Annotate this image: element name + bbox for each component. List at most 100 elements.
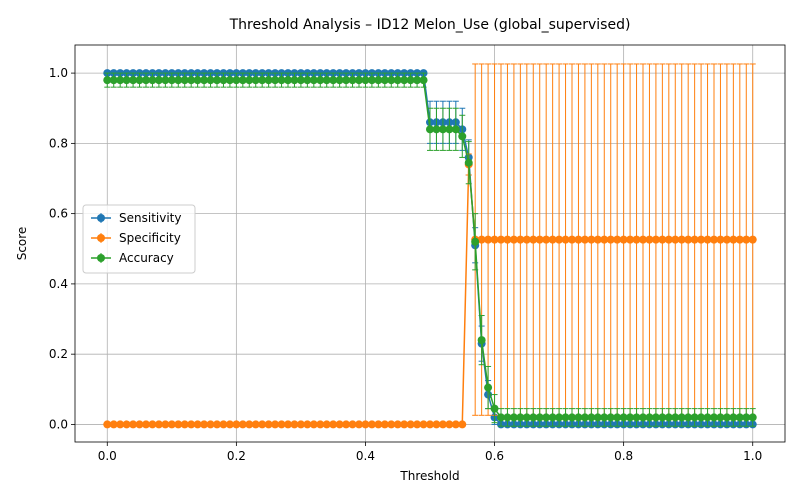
data-point [619, 235, 628, 244]
x-tick-label: 0.2 [227, 449, 246, 463]
data-point [580, 235, 589, 244]
data-point [490, 235, 499, 244]
data-point [335, 76, 344, 85]
data-point [568, 413, 576, 422]
data-point [503, 235, 512, 244]
data-point [419, 76, 428, 85]
data-point [277, 76, 286, 85]
data-point [587, 413, 596, 422]
legend-item: Specificity [91, 231, 181, 245]
data-point [232, 76, 241, 85]
data-point [387, 76, 396, 85]
data-point [522, 413, 531, 422]
data-point [367, 76, 376, 85]
data-point [193, 420, 202, 429]
data-point [129, 420, 138, 429]
data-point [225, 420, 234, 429]
data-point [684, 413, 693, 422]
data-point [290, 420, 299, 429]
data-point [303, 76, 312, 85]
data-point [135, 76, 144, 85]
data-point [548, 235, 557, 244]
data-point [264, 420, 273, 429]
data-point [561, 413, 570, 422]
data-point [361, 420, 370, 429]
data-point [329, 76, 338, 85]
legend: Sensitivity Specificity Accuracy [82, 204, 196, 274]
data-point [167, 76, 176, 85]
data-point [509, 413, 518, 422]
legend-item: Sensitivity [91, 211, 181, 225]
data-point [722, 235, 731, 244]
data-point [116, 76, 125, 85]
data-point [180, 76, 189, 85]
plot-frame [74, 44, 786, 443]
data-point [671, 235, 680, 244]
data-point [684, 235, 693, 244]
data-point [710, 413, 718, 422]
data-point [271, 420, 280, 429]
data-point [213, 420, 221, 429]
data-point [574, 413, 583, 422]
data-point [658, 235, 667, 244]
data-point [406, 76, 415, 85]
data-point [142, 420, 150, 429]
data-point [445, 125, 454, 134]
data-point [445, 420, 454, 429]
data-point [109, 76, 118, 85]
data-point [716, 235, 725, 244]
data-point [219, 420, 228, 429]
x-tick-label: 0.4 [356, 449, 375, 463]
y-tick-label: 0.6 [49, 207, 68, 221]
legend-label: Accuracy [119, 251, 174, 265]
data-point [722, 413, 731, 422]
data-point [522, 235, 531, 244]
data-point [619, 413, 628, 422]
data-point [348, 420, 357, 429]
x-axis-label: Threshold [399, 469, 459, 483]
data-point [600, 413, 609, 422]
data-point [174, 76, 183, 85]
data-point [735, 235, 744, 244]
data-point [367, 420, 376, 429]
data-point [251, 420, 260, 429]
data-point [690, 413, 699, 422]
data-point [651, 235, 660, 244]
data-point [303, 420, 312, 429]
data-point [161, 420, 170, 429]
data-point [238, 420, 247, 429]
data-point [606, 235, 615, 244]
data-point [316, 420, 325, 429]
data-point [380, 76, 389, 85]
data-point [264, 76, 273, 85]
data-point [200, 420, 209, 429]
data-point [697, 413, 706, 422]
data-point [413, 420, 422, 429]
data-point [542, 235, 551, 244]
data-point [167, 420, 176, 429]
data-point [658, 413, 667, 422]
data-point [645, 235, 654, 244]
data-point [516, 235, 525, 244]
data-point [219, 76, 228, 85]
data-point [639, 413, 647, 422]
data-point [361, 76, 370, 85]
legend-label: Specificity [119, 231, 181, 245]
data-point [116, 420, 125, 429]
data-point [529, 235, 538, 244]
data-point [729, 235, 738, 244]
data-point [174, 420, 183, 429]
data-point [193, 76, 202, 85]
data-point [735, 413, 744, 422]
data-point [400, 420, 409, 429]
series-layer [103, 63, 757, 429]
data-point [355, 76, 363, 85]
data-point [606, 413, 615, 422]
data-point [748, 413, 757, 422]
data-point [426, 125, 434, 134]
data-point [258, 420, 267, 429]
data-point [645, 413, 654, 422]
legend-marker [97, 214, 105, 222]
data-point [555, 413, 564, 422]
data-point [245, 420, 254, 429]
